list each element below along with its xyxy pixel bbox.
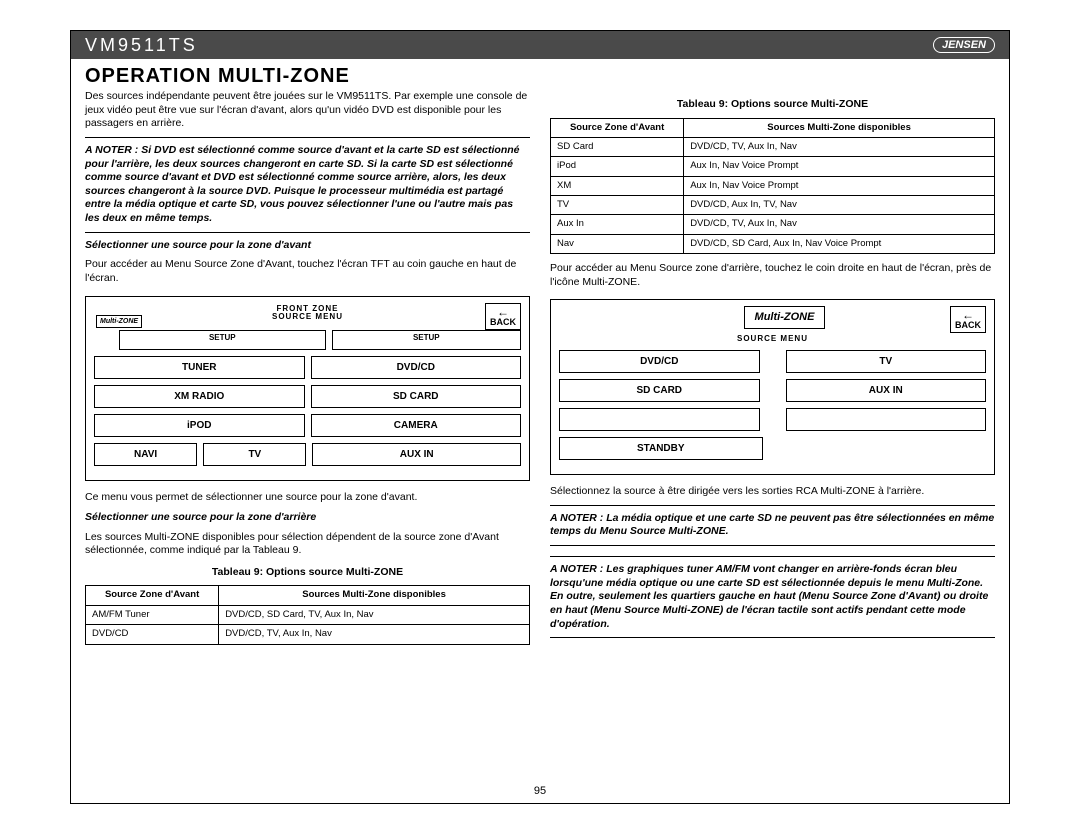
xmradio-button[interactable]: XM RADIO	[94, 385, 305, 408]
th-available: Sources Multi-Zone disponibles	[684, 118, 995, 137]
menu-header: FRONT ZONE SOURCE MENU	[94, 305, 521, 323]
table-caption: Tableau 9: Options source Multi-ZONE	[550, 98, 995, 112]
table-row: SD CardDVD/CD, TV, Aux In, Nav	[551, 137, 995, 156]
table-row: DVD/CDDVD/CD, TV, Aux In, Nav	[86, 625, 530, 644]
back-label: BACK	[490, 318, 516, 327]
rear-menu-header: SOURCE MENU	[559, 335, 986, 344]
multizone-button[interactable]: Multi-ZONE	[744, 306, 826, 328]
back-arrow-icon: ←	[497, 306, 509, 318]
back-button[interactable]: ← BACK	[950, 306, 986, 333]
content-columns: Des sources indépendante peuvent être jo…	[71, 90, 1009, 655]
tv-button[interactable]: TV	[786, 350, 987, 373]
table-row: XMAux In, Nav Voice Prompt	[551, 176, 995, 195]
divider	[550, 545, 995, 546]
sub1-text: Pour accéder au Menu Source Zone d'Avant…	[85, 258, 530, 285]
divider	[550, 556, 995, 557]
tuner-button[interactable]: TUNER	[94, 356, 305, 379]
empty-button[interactable]	[559, 408, 760, 431]
sdcard-button[interactable]: SD CARD	[311, 385, 522, 408]
note-2: A NOTER : La média optique et une carte …	[550, 512, 995, 539]
dvdcd-button[interactable]: DVD/CD	[311, 356, 522, 379]
setup-button[interactable]: SETUP	[119, 330, 326, 350]
multizone-tag[interactable]: Multi-ZONE	[96, 315, 142, 328]
sub2-text: Les sources Multi-ZONE disponibles pour …	[85, 531, 530, 558]
after-menu-text: Ce menu vous permet de sélectionner une …	[85, 491, 530, 505]
rear-zone-menu: Multi-ZONE ← BACK SOURCE MENU DVD/CD TV …	[550, 299, 995, 475]
model-number: VM9511TS	[85, 35, 198, 56]
table-header-row: Source Zone d'Avant Sources Multi-Zone d…	[551, 118, 995, 137]
dvdcd-button[interactable]: DVD/CD	[559, 350, 760, 373]
note-1: A NOTER : Si DVD est sélectionné comme s…	[85, 144, 530, 226]
subhead-rear: Sélectionner une source pour la zone d'a…	[85, 511, 530, 525]
th-source: Source Zone d'Avant	[86, 586, 219, 605]
front-zone-menu: FRONT ZONE SOURCE MENU Multi-ZONE ← BACK…	[85, 296, 530, 482]
auxin-button[interactable]: AUX IN	[786, 379, 987, 402]
divider	[85, 232, 530, 233]
tv-button[interactable]: TV	[203, 443, 306, 466]
setup-button[interactable]: SETUP	[332, 330, 521, 350]
right-column: Tableau 9: Options source Multi-ZONE Sou…	[550, 90, 995, 645]
brand-logo: JENSEN	[933, 37, 995, 53]
auxin-button[interactable]: AUX IN	[312, 443, 521, 466]
after-table-text: Pour accéder au Menu Source zone d'arriè…	[550, 262, 995, 289]
subhead-front: Sélectionner une source pour la zone d'a…	[85, 239, 530, 253]
page-title: OPERATION MULTI-ZONE	[71, 59, 1009, 90]
ipod-button[interactable]: iPOD	[94, 414, 305, 437]
table-caption: Tableau 9: Options source Multi-ZONE	[85, 566, 530, 580]
options-table-right: Source Zone d'Avant Sources Multi-Zone d…	[550, 118, 995, 254]
standby-button[interactable]: STANDBY	[559, 437, 763, 460]
table-row: AM/FM TunerDVD/CD, SD Card, TV, Aux In, …	[86, 605, 530, 624]
table-row: TVDVD/CD, Aux In, TV, Nav	[551, 196, 995, 215]
th-available: Sources Multi-Zone disponibles	[219, 586, 530, 605]
intro-text: Des sources indépendante peuvent être jo…	[85, 90, 530, 131]
header-bar: VM9511TS JENSEN	[71, 31, 1009, 59]
left-column: Des sources indépendante peuvent être jo…	[85, 90, 530, 645]
after-rear-text: Sélectionnez la source à être dirigée ve…	[550, 485, 995, 499]
empty-button[interactable]	[786, 408, 987, 431]
table-row: Aux InDVD/CD, TV, Aux In, Nav	[551, 215, 995, 234]
manual-page: VM9511TS JENSEN OPERATION MULTI-ZONE Des…	[70, 30, 1010, 804]
options-table-left: Source Zone d'Avant Sources Multi-Zone d…	[85, 585, 530, 644]
page-number: 95	[71, 785, 1009, 797]
th-source: Source Zone d'Avant	[551, 118, 684, 137]
menu-header-line2: SOURCE MENU	[94, 313, 521, 322]
sdcard-button[interactable]: SD CARD	[559, 379, 760, 402]
navi-button[interactable]: NAVI	[94, 443, 197, 466]
divider	[85, 137, 530, 138]
note-3: A NOTER : Les graphiques tuner AM/FM von…	[550, 563, 995, 631]
back-button[interactable]: ← BACK	[485, 303, 521, 330]
table-row: NavDVD/CD, SD Card, Aux In, Nav Voice Pr…	[551, 234, 995, 253]
back-label: BACK	[955, 321, 981, 330]
table-header-row: Source Zone d'Avant Sources Multi-Zone d…	[86, 586, 530, 605]
table-row: iPodAux In, Nav Voice Prompt	[551, 157, 995, 176]
divider	[550, 637, 995, 638]
camera-button[interactable]: CAMERA	[311, 414, 522, 437]
divider	[550, 505, 995, 506]
